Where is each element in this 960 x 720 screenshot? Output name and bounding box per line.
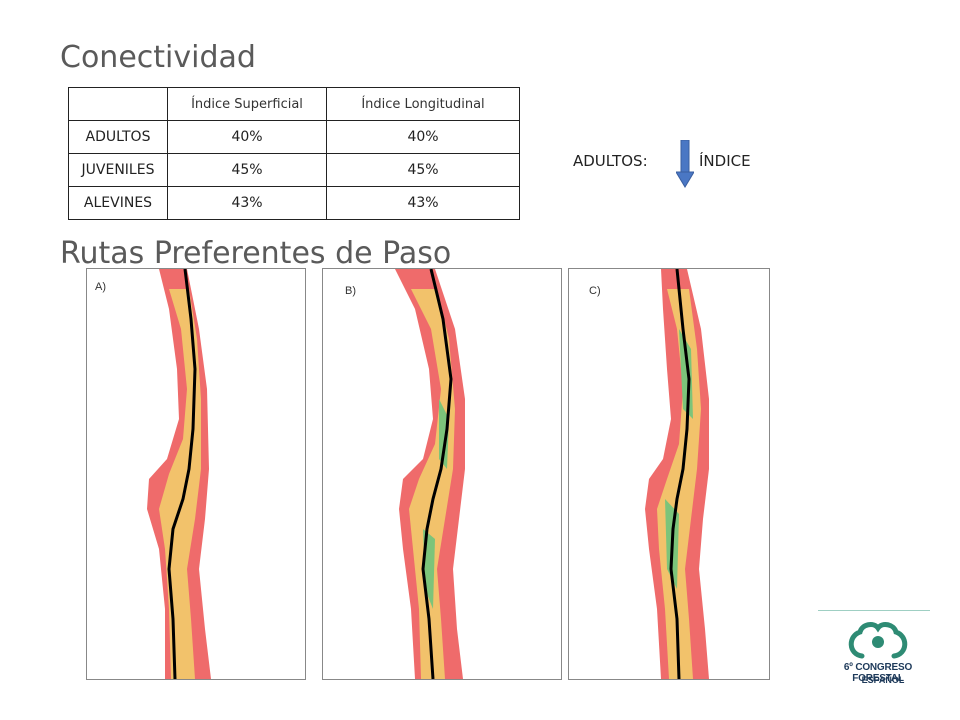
table-header-cell: Índice Superficial bbox=[167, 87, 327, 121]
logo-line2: ESPAÑOL bbox=[861, 675, 905, 685]
congress-logo-icon bbox=[848, 622, 908, 659]
cell-longitudinal: 40% bbox=[326, 120, 520, 154]
adultos-label: ADULTOS: bbox=[573, 152, 648, 170]
table-row: JUVENILES 45% 45% bbox=[68, 153, 520, 187]
route-map-a bbox=[147, 269, 211, 679]
row-label: ALEVINES bbox=[68, 186, 168, 220]
route-map-c bbox=[645, 269, 709, 679]
panel-label: C) bbox=[589, 285, 601, 297]
arrow-down-icon bbox=[676, 140, 694, 188]
congress-logo: 6º CONGRESO FORESTAL ESPAÑOL bbox=[818, 618, 938, 688]
cell-superficial: 43% bbox=[167, 186, 327, 220]
page-title-connectivity: Conectividad bbox=[60, 40, 256, 75]
cell-longitudinal: 45% bbox=[326, 153, 520, 187]
table-row: ADULTOS 40% 40% bbox=[68, 120, 520, 154]
table-header-cell bbox=[68, 87, 168, 121]
table-header-cell: Índice Longitudinal bbox=[326, 87, 520, 121]
index-label: ÍNDICE bbox=[699, 152, 751, 170]
table-row: ALEVINES 43% 43% bbox=[68, 186, 520, 220]
connectivity-table: Índice Superficial Índice Longitudinal A… bbox=[68, 87, 520, 220]
table-header-row: Índice Superficial Índice Longitudinal bbox=[68, 87, 520, 121]
route-map-panel-a: A) bbox=[86, 268, 306, 680]
route-map-b bbox=[395, 269, 465, 679]
adultos-index-note: ADULTOS: ÍNDICE bbox=[573, 140, 773, 190]
cell-superficial: 45% bbox=[167, 153, 327, 187]
route-map-panel-c: C) bbox=[568, 268, 770, 680]
route-map-panel-b: B) bbox=[322, 268, 562, 680]
cell-superficial: 40% bbox=[167, 120, 327, 154]
page-title-routes: Rutas Preferentes de Paso bbox=[60, 236, 452, 271]
logo-divider bbox=[818, 610, 930, 611]
panel-label: B) bbox=[345, 285, 356, 297]
logo-line1: 6º CONGRESO FORESTAL bbox=[843, 662, 913, 684]
row-label: ADULTOS bbox=[68, 120, 168, 154]
cell-longitudinal: 43% bbox=[326, 186, 520, 220]
row-label: JUVENILES bbox=[68, 153, 168, 187]
panel-label: A) bbox=[95, 281, 106, 293]
